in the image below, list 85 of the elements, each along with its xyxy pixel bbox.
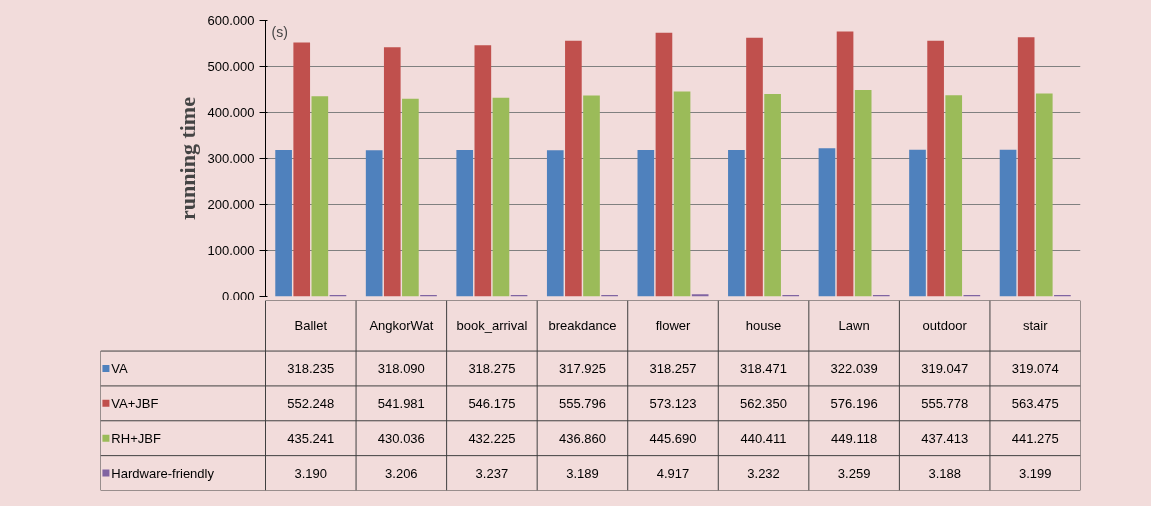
bar [1017,37,1035,297]
bar [402,98,419,297]
y-axis-title: running time [174,96,200,220]
data-label: 318.471 [740,360,788,376]
data-label: 541.981 [377,395,425,411]
data-label: 3.188 [928,465,961,481]
data-label: 322.039 [830,360,878,376]
bar [764,93,781,297]
data-label: 562.350 [740,395,788,411]
data-label: 435.241 [287,430,335,446]
x-tick-label: AngkorWat [369,318,434,334]
data-label: 318.090 [377,360,425,376]
x-tick-label: breakdance [548,318,617,334]
data-label: 318.275 [468,360,516,376]
y-tick-label: 600.000 [207,13,255,28]
bar [854,89,872,297]
bar [927,40,944,297]
x-tick-label: flower [655,318,692,334]
annotation: (s) [271,23,288,40]
bar [383,47,401,297]
bar [999,149,1017,297]
legend-label: VA+JBF [111,395,159,411]
y-tick-label: 300.000 [207,151,255,166]
legend-label: RH+JBF [111,430,161,446]
data-label: 3.259 [837,465,871,481]
data-label: 563.475 [1011,395,1059,411]
data-label: 555.796 [558,395,606,411]
x-tick-label: house [745,318,782,334]
data-label: 573.123 [649,395,697,411]
legend-label: VA [111,360,129,376]
y-tick-label: 100.000 [207,243,255,258]
bar [836,31,854,297]
x-tick-label: stair [1022,318,1049,334]
y-tick-label: 500.000 [207,59,255,74]
data-label: 552.248 [287,395,335,411]
data-label: 3.189 [566,465,599,481]
data-label: 318.257 [649,360,697,376]
bar [818,148,836,297]
data-label: 449.118 [831,430,878,446]
data-label: 3.190 [294,465,328,481]
bar [909,149,926,297]
data-label: 3.206 [385,465,418,481]
data-label: 440.411 [740,430,787,446]
bar [546,150,564,297]
data-label: 546.175 [468,395,516,411]
bar [474,45,492,297]
data-label: 4.917 [656,465,690,481]
data-label: 436.860 [558,430,606,446]
data-label: 430.036 [377,430,425,446]
data-label: 432.225 [468,430,516,446]
data-label: 319.074 [1011,360,1059,376]
x-tick-label: Lawn [838,318,870,334]
data-label: 317.925 [558,360,606,376]
bar [1035,93,1053,297]
data-label: 318.235 [287,360,335,376]
bar [637,150,655,297]
data-label: 437.413 [921,430,969,446]
data-label: 576.196 [830,395,878,411]
bar [565,40,582,297]
bar [655,32,673,297]
data-label: 555.778 [921,395,969,411]
data-label: 441.275 [1011,430,1059,446]
bar [365,150,383,297]
bar [945,95,963,297]
data-label: 445.690 [649,430,697,446]
x-tick-label: outdoor [922,318,968,334]
data-label: 319.047 [921,360,969,376]
bar [293,42,311,297]
bar [728,150,745,297]
y-tick-label: 200.000 [207,197,255,212]
bar [673,91,691,297]
x-tick-label: Ballet [294,318,328,334]
data-label: 3.199 [1018,465,1052,481]
x-tick-label: book_arrival [456,318,528,334]
legend-label: Hardware-friendly [111,465,215,481]
bar [311,96,329,297]
bar [275,150,292,297]
y-tick-label: 400.000 [207,105,255,120]
y-tick-label: 0.000 [221,288,255,304]
bar [456,150,474,297]
bar [746,37,763,297]
data-label: 3.232 [747,465,780,481]
data-label: 3.237 [475,465,509,481]
bar [583,95,600,297]
bar [492,97,510,297]
